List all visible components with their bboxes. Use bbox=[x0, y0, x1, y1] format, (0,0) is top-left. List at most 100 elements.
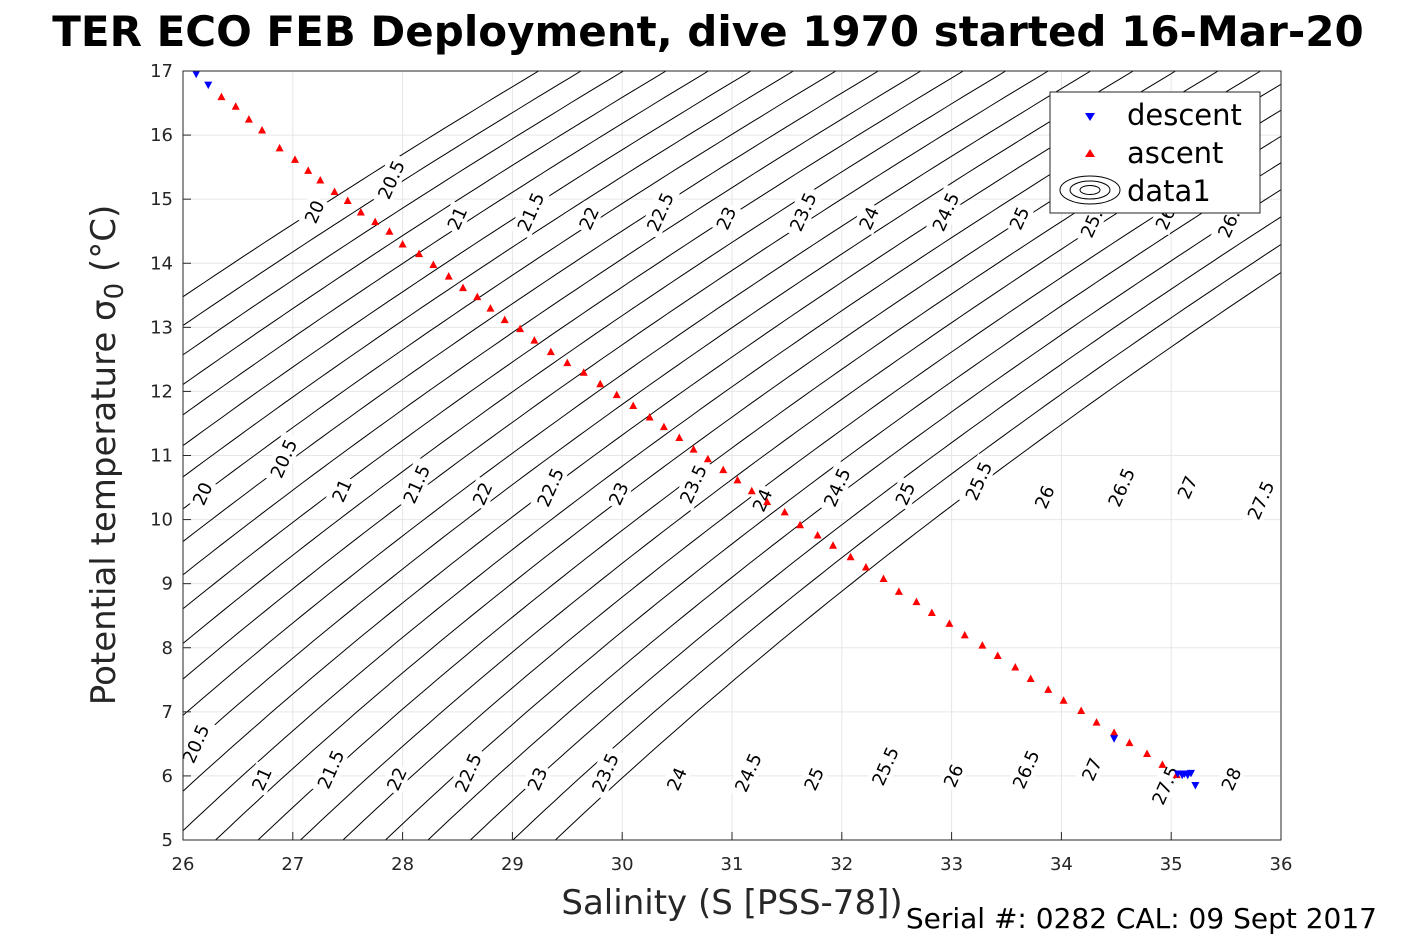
ascent-point bbox=[429, 260, 438, 269]
ascent-point bbox=[398, 240, 407, 248]
x-tick-label: 26 bbox=[172, 854, 195, 875]
ascent-point bbox=[290, 155, 299, 163]
ascent-point bbox=[927, 608, 936, 617]
ascent-point bbox=[516, 324, 525, 333]
ascent-point bbox=[945, 619, 954, 627]
x-tick-label: 34 bbox=[1050, 854, 1073, 875]
y-tick-label: 16 bbox=[150, 125, 173, 146]
legend-ascent-label: ascent bbox=[1127, 136, 1223, 170]
x-tick-label: 31 bbox=[721, 854, 744, 875]
ascent-point bbox=[563, 358, 572, 367]
contour-label-bg bbox=[325, 473, 358, 508]
contour-label-bg bbox=[245, 761, 277, 796]
ascent-point bbox=[912, 597, 921, 606]
density-contour-line bbox=[183, 71, 624, 356]
density-contour-line bbox=[183, 71, 922, 576]
density-contour-line bbox=[183, 71, 1049, 680]
y-tick-label: 10 bbox=[150, 510, 173, 531]
x-tick-label: 29 bbox=[501, 854, 524, 875]
ascent-point bbox=[546, 347, 555, 356]
density-contour-line bbox=[183, 71, 667, 386]
contour-label-bg bbox=[660, 761, 692, 796]
ascent-point bbox=[1158, 760, 1167, 768]
contour-label-bg bbox=[529, 459, 571, 515]
ascent-point bbox=[343, 196, 352, 204]
ascent-point bbox=[719, 465, 728, 474]
y-tick-label: 9 bbox=[162, 574, 173, 595]
ascent-point bbox=[879, 574, 888, 583]
x-tick-label: 36 bbox=[1270, 854, 1293, 875]
contour-label-bg bbox=[1003, 200, 1035, 236]
contour-label: 24 bbox=[746, 482, 778, 518]
descent-point bbox=[192, 70, 201, 79]
contour-label-bg bbox=[175, 716, 216, 771]
contour-label-bg bbox=[797, 761, 830, 796]
chart-title: TER ECO FEB Deployment, dive 1970 starte… bbox=[52, 7, 1363, 56]
ascent-point bbox=[689, 445, 698, 453]
contour-label: 24 bbox=[852, 200, 885, 236]
ascent-point bbox=[763, 497, 772, 506]
contour-label-bg bbox=[370, 152, 411, 207]
y-tick-label: 14 bbox=[150, 253, 173, 274]
y-tick-label: 5 bbox=[162, 830, 173, 851]
ascent-point bbox=[1011, 662, 1020, 671]
ascent-point bbox=[1125, 738, 1134, 747]
density-contour-line bbox=[512, 243, 1281, 840]
contour-label-bg bbox=[957, 453, 999, 509]
density-contour-line bbox=[183, 71, 539, 298]
y-axis-label-main: Potential temperature σ bbox=[84, 299, 124, 705]
y-tick-label: 11 bbox=[150, 446, 173, 467]
ascent-point bbox=[780, 507, 789, 516]
contour-label: 27 bbox=[1075, 751, 1107, 787]
ascent-point bbox=[612, 390, 621, 399]
descent-point bbox=[1191, 782, 1200, 790]
contour-label-bg bbox=[262, 430, 304, 486]
contour-label-bg bbox=[1171, 469, 1203, 505]
contour-label-bg bbox=[1214, 761, 1247, 796]
x-tick-label: 32 bbox=[830, 854, 853, 875]
contour-label-bg bbox=[727, 744, 768, 800]
legend-descent-marker bbox=[1085, 113, 1095, 121]
ascent-point bbox=[244, 115, 253, 123]
ascent-series bbox=[217, 92, 1181, 779]
ascent-point bbox=[231, 102, 240, 110]
ascent-point bbox=[316, 175, 325, 184]
y-tick-label: 13 bbox=[150, 317, 173, 338]
y-tick-label: 6 bbox=[162, 766, 173, 787]
ascent-point bbox=[1143, 749, 1152, 757]
y-tick-label: 7 bbox=[162, 702, 173, 723]
density-contour-line bbox=[427, 189, 1281, 840]
density-contour-line bbox=[183, 71, 964, 610]
density-contour-line bbox=[183, 71, 709, 416]
contour-label-bg bbox=[852, 200, 885, 236]
legend-contour-label: data1 bbox=[1127, 174, 1211, 208]
contour-label-bg bbox=[521, 761, 553, 796]
y-tick-label: 17 bbox=[150, 61, 173, 82]
density-contour-line bbox=[183, 71, 1176, 792]
contour-label-bg bbox=[380, 761, 412, 796]
contour-label: 23 bbox=[709, 200, 742, 236]
serial-cal-footer: Serial #: 0282 CAL: 09 Sept 2017 bbox=[906, 902, 1377, 935]
legend-descent-label: descent bbox=[1127, 98, 1242, 132]
ascent-point bbox=[330, 187, 339, 195]
contour-label-bg bbox=[584, 744, 626, 800]
ascent-point bbox=[275, 143, 284, 152]
contour-label-bg bbox=[572, 200, 605, 236]
ascent-point bbox=[796, 520, 805, 529]
density-contour-line bbox=[183, 71, 1134, 754]
ascent-point bbox=[458, 283, 467, 292]
descent-point bbox=[204, 81, 213, 90]
ascent-point bbox=[1026, 674, 1035, 683]
y-axis-ticks: 5 6 7 8 9 10 11 12 13 14 15 16 17 bbox=[150, 61, 191, 851]
ascent-point bbox=[675, 433, 684, 442]
density-contour-line bbox=[555, 271, 1281, 840]
density-contour-line bbox=[183, 71, 794, 478]
y-tick-label: 8 bbox=[162, 638, 173, 659]
y-axis-label-unit: (°C) bbox=[84, 205, 124, 283]
y-axis-label-sub: 0 bbox=[100, 283, 130, 300]
ascent-point bbox=[993, 651, 1002, 659]
legend: descent ascent data1 bbox=[1049, 91, 1261, 214]
descent-point bbox=[1186, 769, 1195, 778]
ascent-point bbox=[444, 272, 453, 280]
density-contour-line bbox=[470, 216, 1281, 840]
